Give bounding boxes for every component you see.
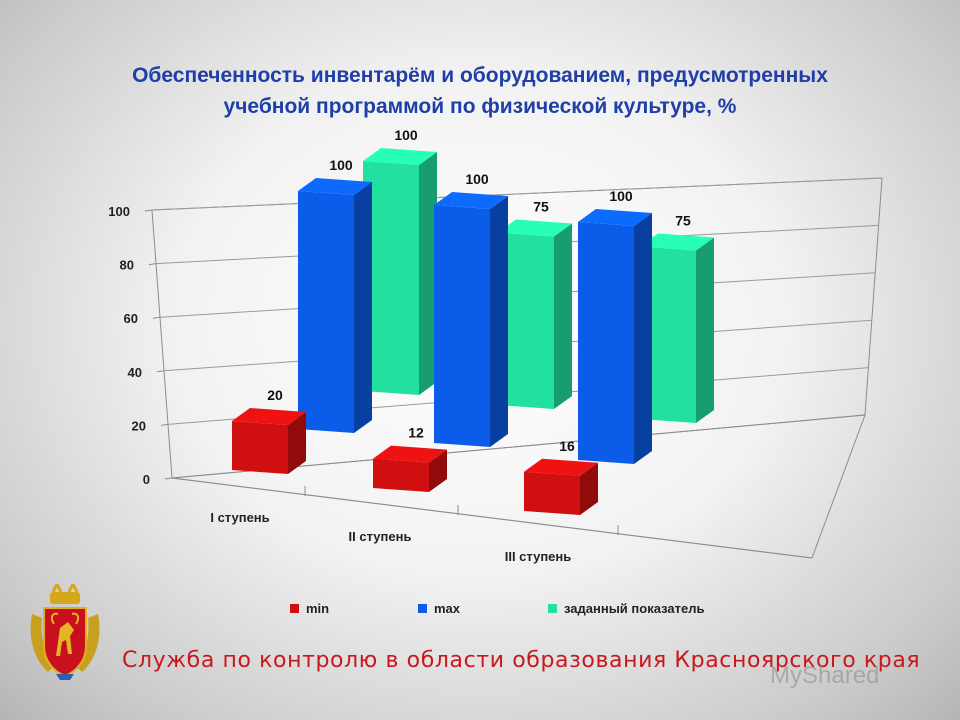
data-label: 16 bbox=[559, 438, 575, 454]
legend-label: min bbox=[306, 601, 329, 616]
bar-заданный-показатель-top bbox=[498, 219, 572, 237]
chart-title: Обеспеченность инвентарём и оборудование… bbox=[0, 60, 960, 122]
footer-organization-text: Служба по контролю в области образования… bbox=[122, 648, 921, 673]
bar-заданный-показатель-top bbox=[640, 233, 714, 251]
y-tick-label: 60 bbox=[124, 311, 138, 326]
bar-min-top bbox=[373, 445, 447, 463]
bar-заданный-показатель-top bbox=[363, 148, 437, 165]
bar-max bbox=[434, 205, 490, 447]
y-tick-label: 0 bbox=[143, 472, 150, 487]
bar-max bbox=[578, 222, 634, 464]
bar-min bbox=[232, 421, 288, 474]
x-category-label: I ступень bbox=[210, 510, 269, 525]
chart-3d-bar: 0 20 40 60 80 100 I ступень II ступень III ступе… bbox=[108, 127, 883, 616]
data-label: 100 bbox=[609, 188, 633, 204]
y-tick-mark bbox=[160, 423, 169, 426]
legend-swatch-max bbox=[418, 604, 427, 613]
legend-swatch-заданный-показатель bbox=[548, 604, 557, 613]
bar-min-top bbox=[232, 408, 306, 425]
chart-title-line-1: Обеспеченность инвентарём и оборудование… bbox=[132, 64, 828, 87]
bar-min bbox=[373, 458, 429, 492]
bar-max-side bbox=[634, 213, 652, 464]
data-label: 75 bbox=[533, 199, 549, 215]
y-tick-mark bbox=[144, 209, 153, 212]
bar-min-side bbox=[580, 462, 598, 515]
data-label: 20 bbox=[267, 387, 283, 403]
y-tick-label: 40 bbox=[128, 365, 142, 380]
bar-min bbox=[524, 471, 580, 515]
gridline bbox=[151, 177, 883, 211]
data-label: 100 bbox=[394, 127, 418, 143]
y-tick-label: 100 bbox=[108, 204, 130, 219]
bar-max-top bbox=[298, 178, 372, 195]
x-axis-line bbox=[171, 477, 813, 559]
bar-заданный-показатель bbox=[363, 161, 419, 395]
legend-swatch-min bbox=[290, 604, 299, 613]
data-label: 100 bbox=[329, 157, 353, 173]
bar-заданный-показатель bbox=[640, 246, 696, 423]
krasnoyarsk-coat-of-arms-icon bbox=[30, 584, 100, 680]
legend-label: max bbox=[434, 601, 461, 616]
bar-max-top bbox=[434, 192, 508, 209]
bar-max bbox=[298, 191, 354, 433]
bar-заданный-показатель-side bbox=[696, 237, 714, 423]
legend-label: заданный показатель bbox=[564, 601, 704, 616]
data-label: 75 bbox=[675, 213, 691, 229]
bar-min-top bbox=[524, 458, 598, 476]
data-label: 100 bbox=[465, 171, 489, 187]
y-tick-label: 80 bbox=[120, 258, 134, 273]
y-tick-mark bbox=[152, 316, 161, 319]
bar-заданный-показатель-side bbox=[554, 223, 572, 409]
bar-max-top bbox=[578, 209, 652, 226]
bar-min-side bbox=[288, 412, 306, 474]
bar-заданный-показатель bbox=[498, 232, 554, 409]
chart-title-line-2: учебной программой по физической культур… bbox=[223, 95, 737, 118]
bar-max-side bbox=[490, 196, 508, 447]
x-category-label: III ступень bbox=[505, 549, 572, 564]
x-category-label: II ступень bbox=[349, 529, 412, 544]
y-tick-mark bbox=[164, 477, 173, 480]
data-label: 12 bbox=[408, 425, 424, 441]
bar-заданный-показатель-side bbox=[419, 152, 437, 395]
watermark: MyShared bbox=[770, 662, 880, 689]
bar-min-side bbox=[429, 449, 447, 492]
y-tick-mark bbox=[156, 370, 165, 373]
y-tick-mark bbox=[148, 263, 157, 266]
y-tick-label: 20 bbox=[132, 418, 146, 433]
bar-max-side bbox=[354, 182, 372, 433]
